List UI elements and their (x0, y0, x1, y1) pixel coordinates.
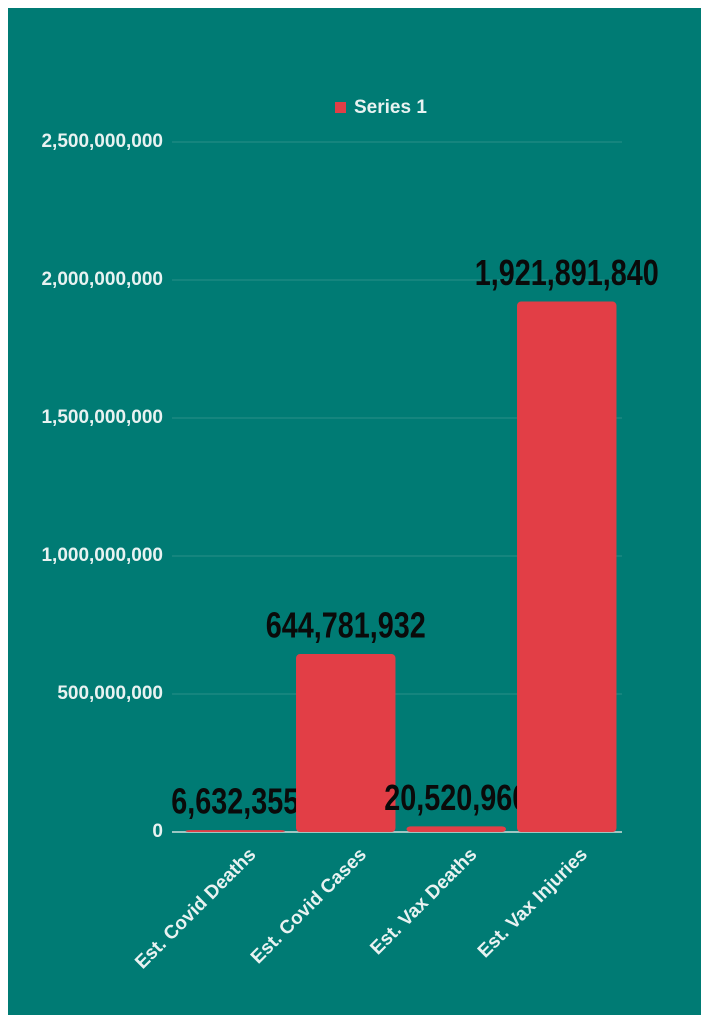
y-tick-label: 2,500,000,000 (41, 131, 163, 152)
y-tick-label: 500,000,000 (57, 683, 163, 704)
data-label: 1,921,891,840 (475, 252, 659, 293)
legend-swatch (335, 102, 346, 113)
bar (185, 830, 285, 832)
y-tick-label: 0 (152, 821, 163, 842)
bar (517, 301, 617, 832)
legend-label: Series 1 (354, 97, 427, 118)
data-label: 20,520,960 (384, 777, 528, 818)
y-tick-label: 1,500,000,000 (41, 407, 163, 428)
bar (406, 826, 506, 832)
y-tick-label: 2,000,000,000 (41, 269, 163, 290)
y-tick-label: 1,000,000,000 (41, 545, 163, 566)
data-label: 6,632,355 (171, 781, 299, 822)
data-label: 644,781,932 (266, 604, 426, 645)
bar (296, 654, 396, 832)
